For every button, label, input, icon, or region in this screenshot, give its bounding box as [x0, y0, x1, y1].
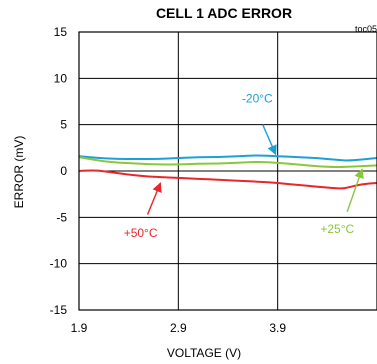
series-line-plus50c — [78, 169, 377, 190]
y-tick-label: 10 — [54, 71, 68, 85]
annotation-arrow — [146, 182, 162, 215]
y-tick-label: 5 — [60, 118, 67, 132]
y-tick-label: -10 — [50, 257, 68, 271]
series-line-minus20c — [78, 154, 377, 162]
annotation-arrow — [346, 168, 364, 213]
annotation-arrow — [262, 124, 277, 156]
y-tick-label: -15 — [50, 303, 68, 317]
plot-frame — [78, 31, 377, 311]
y-tick-label: 0 — [60, 164, 67, 178]
x-tick-label: 3.9 — [269, 321, 286, 335]
series-layer — [78, 154, 377, 190]
x-tick-label: 1.9 — [71, 321, 88, 335]
label-minus20c: -20°C — [242, 91, 273, 105]
figure-tag: toc05 — [355, 24, 377, 34]
y-tick-label: 15 — [54, 25, 68, 39]
grid — [78, 31, 377, 311]
x-tick-label: 2.9 — [170, 321, 187, 335]
label-plus25c: +25°C — [320, 222, 354, 236]
y-tick-labels: 15 10 5 0 -5 -10 -15 — [50, 25, 68, 317]
annotation-layer: -20°C +25°C +50°C — [122, 89, 364, 242]
y-axis-label: ERROR (mV) — [12, 136, 26, 209]
x-tick-labels: 1.9 2.9 3.9 — [71, 321, 287, 335]
y-tick-label: -5 — [56, 210, 67, 224]
label-plus50c: +50°C — [124, 226, 158, 240]
chart-title: CELL 1 ADC ERROR — [156, 5, 292, 21]
x-axis-label: VOLTAGE (V) — [167, 346, 241, 360]
series-line-plus25c — [78, 156, 377, 169]
